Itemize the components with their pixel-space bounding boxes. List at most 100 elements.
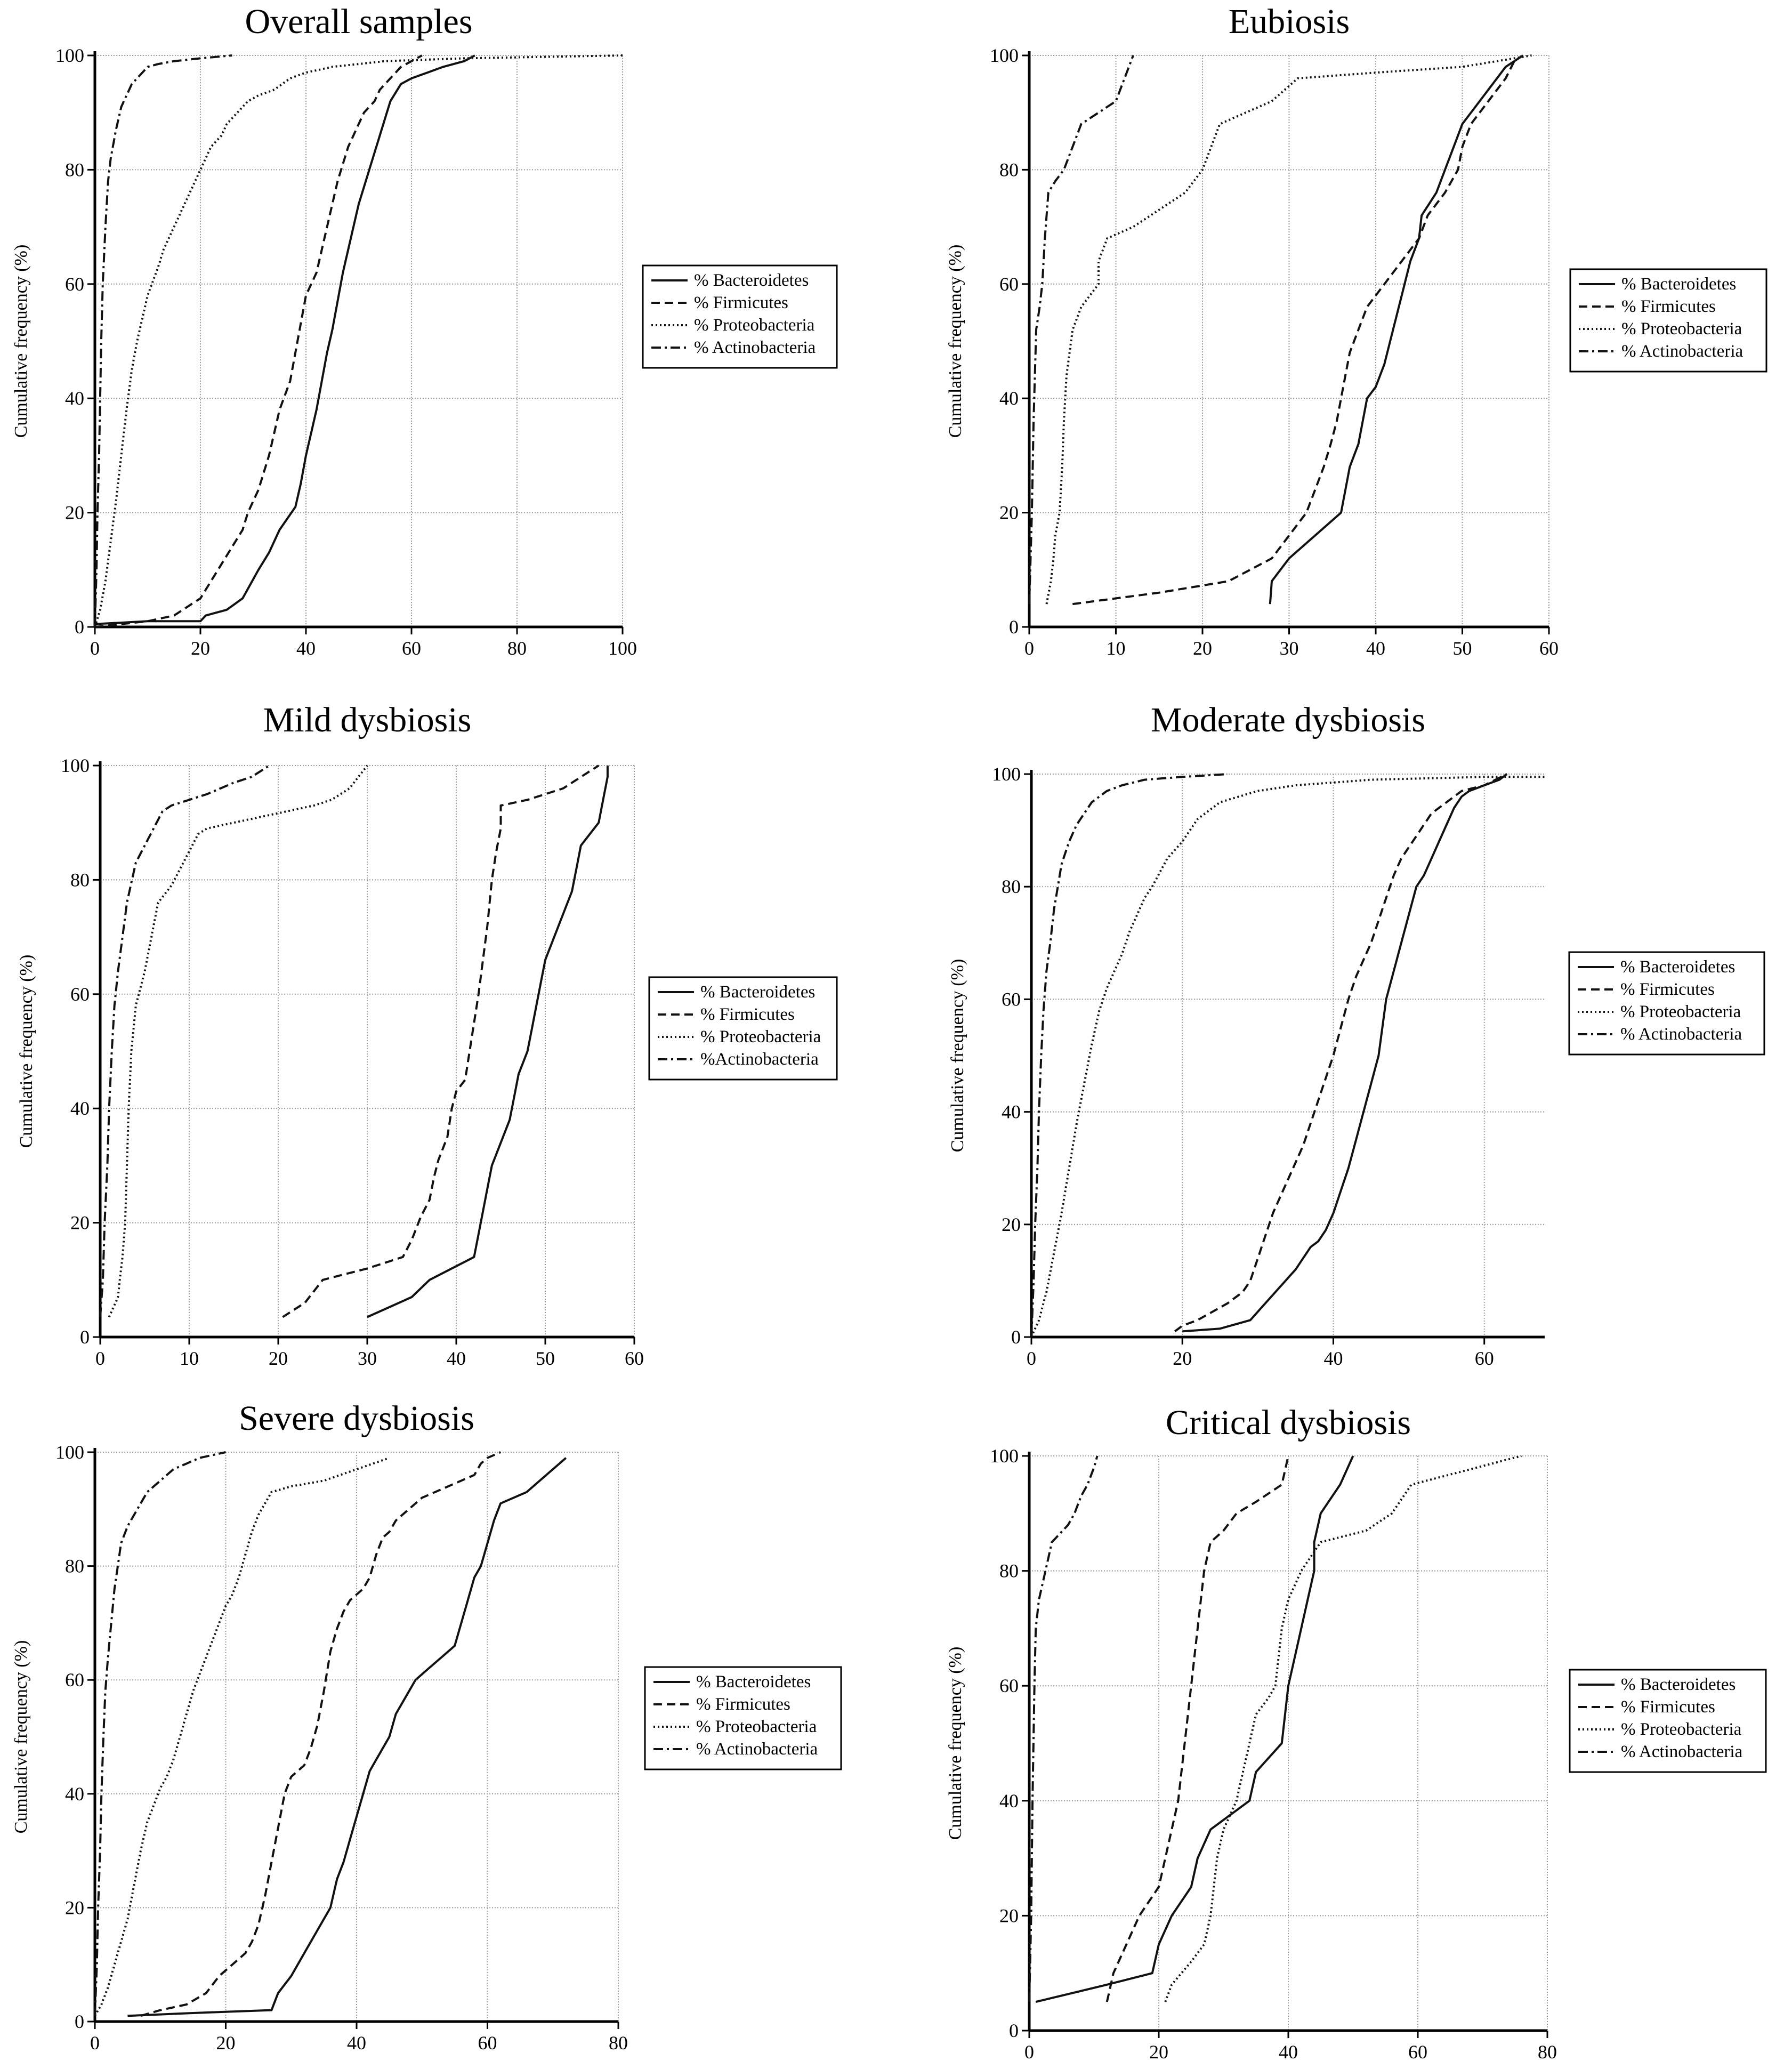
series-line-firmicutes xyxy=(94,54,423,628)
legend-label: % Bacteroidetes xyxy=(1620,957,1735,977)
legend-label: % Proteobacteria xyxy=(696,1717,817,1736)
y-tick-label: 20 xyxy=(999,1905,1019,1926)
y-tick-label: 80 xyxy=(1002,876,1021,897)
series-line-firmicutes xyxy=(1105,1455,1289,2002)
gridlines xyxy=(100,765,635,1337)
y-tick-label: 100 xyxy=(990,45,1019,66)
legend-box xyxy=(642,264,838,369)
y-tick-label: 60 xyxy=(65,273,84,295)
y-tick-label: 20 xyxy=(65,502,84,524)
series-line-proteobacteria xyxy=(94,1456,390,2017)
x-tick-label: 40 xyxy=(296,638,316,659)
series-line-proteobacteria xyxy=(94,54,623,627)
series-group xyxy=(94,1451,567,2017)
series-line-bacteroidetes xyxy=(1035,1455,1354,2003)
legend-label: % Bacteroidetes xyxy=(694,271,809,290)
legend-box xyxy=(1568,951,1765,1056)
x-tick-label: 0 xyxy=(1024,638,1034,659)
legend: % Bacteroidetes % Firmicutes % Proteobacte… xyxy=(1568,951,1765,1056)
x-tick-label: 60 xyxy=(1408,2041,1427,2063)
series-line-firmicutes xyxy=(1072,54,1524,606)
x-tick-label: 30 xyxy=(358,1348,377,1369)
y-tick-label: 0 xyxy=(75,616,84,638)
x-tick-label: 100 xyxy=(608,638,637,659)
series-line-actinobacteria xyxy=(1030,773,1228,1338)
y-tick-label: 20 xyxy=(65,1897,84,1918)
legend-label: % Proteobacteria xyxy=(694,316,815,335)
y-tick-label: 80 xyxy=(65,1556,84,1577)
y-tick-label: 0 xyxy=(75,2011,84,2032)
gridlines xyxy=(95,1452,619,2022)
y-tick-label: 100 xyxy=(55,1442,84,1463)
x-tick-label: 0 xyxy=(90,638,100,659)
legend: % Bacteroidetes % Firmicutes % Proteobacte… xyxy=(648,976,838,1081)
x-tick-label: 20 xyxy=(1149,2041,1168,2063)
chart-title: Overall samples xyxy=(245,2,472,41)
y-tick-label: 0 xyxy=(1009,2020,1019,2041)
legend-label: % Firmicutes xyxy=(1621,1697,1715,1717)
legend-label: % Firmicutes xyxy=(1620,980,1715,999)
series-line-actinobacteria xyxy=(94,1451,226,2016)
x-tick-label: 20 xyxy=(269,1348,288,1369)
y-tick-label: 100 xyxy=(61,755,90,776)
legend-box xyxy=(648,976,838,1081)
x-tick-label: 0 xyxy=(1024,2041,1034,2063)
series-line-firmicutes xyxy=(282,764,600,1318)
legend-box xyxy=(1569,1669,1767,1773)
x-tick-label: 80 xyxy=(609,2032,628,2054)
series-line-firmicutes xyxy=(1174,773,1508,1333)
series-line-bacteroidetes xyxy=(127,1457,567,2017)
y-tick-label: 40 xyxy=(70,1098,90,1119)
chart-title: Critical dysbiosis xyxy=(1166,1403,1411,1442)
series-line-bacteroidetes xyxy=(367,766,609,1318)
legend-label: % Bacteroidetes xyxy=(1621,1675,1736,1694)
y-tick-label: 20 xyxy=(999,502,1019,524)
x-tick-label: 10 xyxy=(1107,638,1126,659)
series-line-firmicutes xyxy=(140,1451,501,2017)
legend: % Bacteroidetes % Firmicutes % Proteobacte… xyxy=(1569,268,1767,373)
y-tick-label: 0 xyxy=(80,1326,90,1348)
y-tick-label: 60 xyxy=(70,984,90,1005)
panel-moderate-dysbiosis: 0 20 40 60 0 20 40 60 80 100 Cumulative frequency … xyxy=(948,701,1765,1369)
y-tick-label: 60 xyxy=(65,1669,84,1690)
panel-eubiosis: 0 10 20 30 40 50 60 0 20 40 60 80 100 Cumulative freq… xyxy=(946,2,1767,659)
legend-label: % Actinobacteria xyxy=(1620,1025,1742,1044)
series-group xyxy=(94,54,623,628)
series-line-actinobacteria xyxy=(99,764,270,1317)
legend: % Bacteroidetes % Firmicutes % Proteobacte… xyxy=(644,1666,842,1770)
x-tick-label: 20 xyxy=(1173,1348,1192,1369)
y-tick-label: 20 xyxy=(1002,1214,1021,1235)
legend-label: %Actinobacteria xyxy=(700,1050,819,1069)
y-tick-label: 0 xyxy=(1011,1326,1021,1348)
y-tick-label: 0 xyxy=(1009,616,1019,638)
panel-mild-dysbiosis: 0 10 20 30 40 50 60 0 20 40 60 80 100 Cumulative freq… xyxy=(17,701,838,1369)
chart-title: Eubiosis xyxy=(1229,2,1350,41)
y-tick-label: 80 xyxy=(65,159,84,180)
y-tick-label: 40 xyxy=(1002,1101,1021,1123)
y-axis-label: Cumulative frequency (%) xyxy=(11,245,31,438)
legend-label: % Actinobacteria xyxy=(696,1740,818,1759)
series-line-actinobacteria xyxy=(94,54,232,627)
legend-label: % Proteobacteria xyxy=(700,1027,821,1046)
y-tick-label: 100 xyxy=(992,763,1021,785)
y-tick-label: 60 xyxy=(1002,988,1021,1010)
legend-label: % Actinobacteria xyxy=(694,338,816,357)
y-axis-label: Cumulative frequency (%) xyxy=(946,245,965,438)
legend-label: % Proteobacteria xyxy=(1621,1720,1742,1739)
series-line-bacteroidetes xyxy=(1269,54,1524,605)
y-axis-label: Cumulative frequency (%) xyxy=(17,955,36,1148)
legend-label: % Bacteroidetes xyxy=(700,983,815,1002)
x-tick-label: 10 xyxy=(180,1348,199,1369)
y-tick-label: 40 xyxy=(999,1790,1019,1812)
x-tick-label: 60 xyxy=(625,1348,644,1369)
x-tick-label: 60 xyxy=(402,638,421,659)
y-axis-label: Cumulative frequency (%) xyxy=(948,959,967,1153)
chart-title: Mild dysbiosis xyxy=(263,701,472,739)
legend-label: % Proteobacteria xyxy=(1620,1002,1741,1021)
x-tick-label: 60 xyxy=(1539,638,1559,659)
series-line-bacteroidetes xyxy=(94,54,475,625)
x-tick-label: 40 xyxy=(347,2032,366,2054)
gridlines xyxy=(1029,55,1549,627)
